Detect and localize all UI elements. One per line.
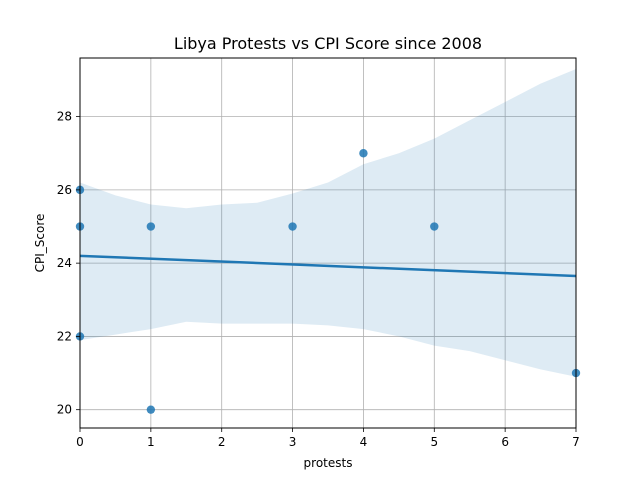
y-tick-label: 24 bbox=[57, 256, 72, 270]
x-tick-label: 5 bbox=[430, 435, 438, 449]
scatter-point bbox=[359, 149, 368, 158]
axes-frame bbox=[79, 57, 577, 429]
y-tick-label: 26 bbox=[57, 183, 72, 197]
y-tick-label: 20 bbox=[57, 403, 72, 417]
regression-line bbox=[79, 254, 577, 278]
scatter-point bbox=[430, 222, 439, 231]
y-tick-label: 22 bbox=[57, 329, 72, 343]
x-axis-ticks: 0 1 2 3 4 5 6 7 bbox=[76, 428, 580, 449]
grid bbox=[79, 58, 577, 428]
x-tick-label: 3 bbox=[289, 435, 297, 449]
y-axis-label: CPI_Score bbox=[33, 214, 47, 273]
x-tick-label: 2 bbox=[218, 435, 226, 449]
x-tick-label: 6 bbox=[501, 435, 509, 449]
x-axis-label: protests bbox=[304, 456, 353, 470]
x-tick-label: 0 bbox=[76, 435, 84, 449]
y-tick-label: 28 bbox=[57, 110, 72, 124]
chart-title: Libya Protests vs CPI Score since 2008 bbox=[174, 34, 482, 53]
x-tick-label: 7 bbox=[572, 435, 580, 449]
y-axis-ticks: 20 22 24 26 28 bbox=[57, 110, 80, 417]
scatter-point bbox=[288, 222, 297, 231]
scatter-point bbox=[146, 405, 156, 414]
x-tick-label: 4 bbox=[360, 435, 368, 449]
scatter-point bbox=[146, 222, 156, 231]
x-tick-label: 1 bbox=[147, 435, 155, 449]
confidence-band bbox=[80, 68, 576, 377]
